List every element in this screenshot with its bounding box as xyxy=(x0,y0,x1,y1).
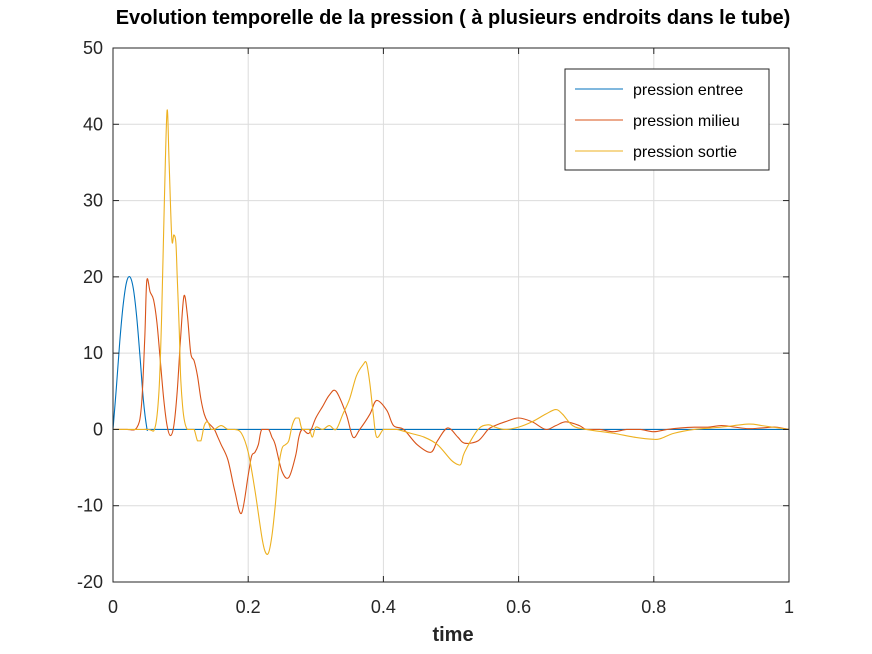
legend-label: pression sortie xyxy=(633,144,737,161)
series-layer xyxy=(112,109,790,555)
x-axis-label: time xyxy=(432,624,473,646)
ticks: 0 0.2 0.4 0.6 0.8 1 -20 -10 0 10 20 30 40 50 xyxy=(77,38,794,617)
y-tick-label: 0 xyxy=(93,419,103,439)
axes-box xyxy=(112,47,790,583)
x-tick-label: 0.8 xyxy=(641,597,666,617)
x-tick-label: 0.6 xyxy=(506,597,531,617)
y-tick-label: -20 xyxy=(77,572,103,592)
y-tick-label: 50 xyxy=(83,38,103,58)
chart-title: Evolution temporelle de la pression ( à … xyxy=(116,7,791,29)
legend-label: pression milieu xyxy=(633,113,740,130)
y-tick-label: 10 xyxy=(83,343,103,363)
y-tick-label: 20 xyxy=(83,267,103,287)
x-tick-label: 0.4 xyxy=(371,597,396,617)
x-tick-label: 0.2 xyxy=(236,597,261,617)
series-line-3 xyxy=(113,109,790,555)
y-tick-label: 30 xyxy=(83,191,103,211)
y-tick-label: 40 xyxy=(83,114,103,134)
x-tick-label: 1 xyxy=(784,597,794,617)
legend-label: pression entree xyxy=(633,82,743,99)
x-tick-label: 0 xyxy=(108,597,118,617)
series-line-1 xyxy=(112,276,789,431)
legend: pression entree pression milieu pression s… xyxy=(564,68,770,171)
y-tick-label: -10 xyxy=(77,496,103,516)
